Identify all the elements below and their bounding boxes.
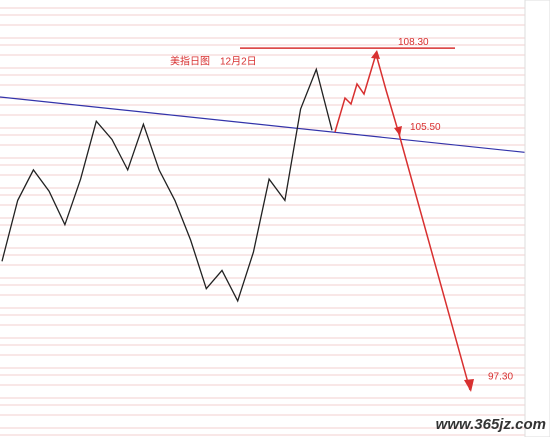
chart-title: 美指日图 12月2日 [170,55,257,68]
level-label: 108.30 [398,37,429,48]
price-lines [0,7,525,436]
level-label: 97.30 [488,372,513,383]
trend-line [0,96,550,156]
level-label: 105.50 [410,122,441,133]
forecast-path [334,51,471,391]
price-series [1,67,333,303]
watermark: www.365jz.com [436,416,546,433]
price-axis [524,0,550,438]
